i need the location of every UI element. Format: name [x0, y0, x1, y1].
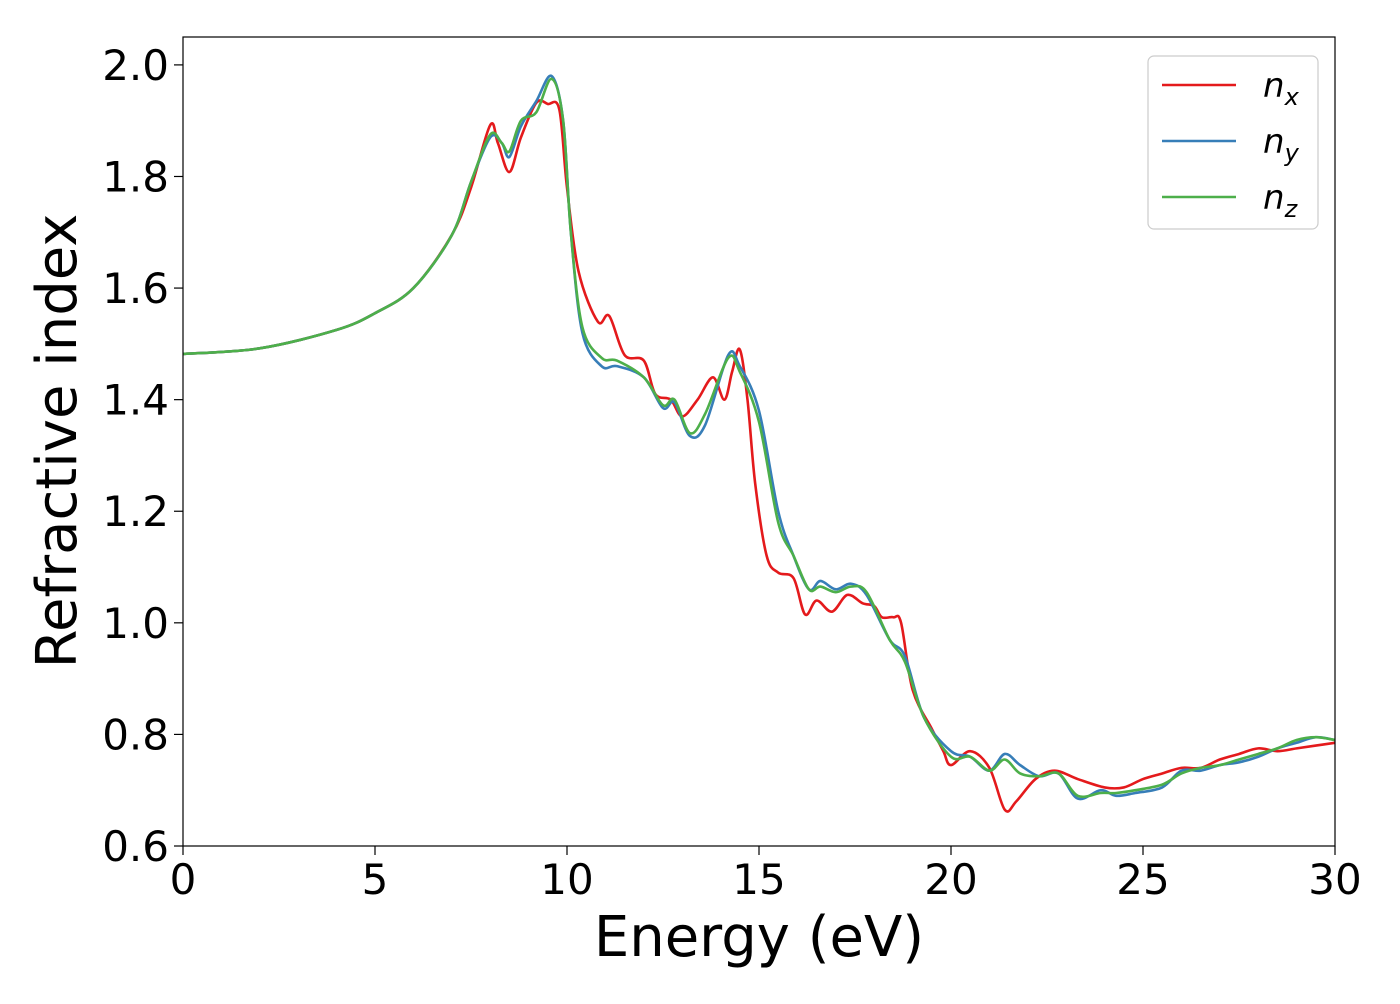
series-line-n-z [183, 77, 1335, 799]
x-tick-label: 10 [540, 855, 593, 904]
x-tick-label: 0 [170, 855, 197, 904]
y-tick-label: 0.8 [102, 710, 169, 759]
x-axis-label: Energy (eV) [594, 905, 924, 970]
y-axis-ticks: 0.6 0.8 1.0 1.2 1.4 1.6 1.8 2.0 [102, 41, 183, 871]
legend-label-z: nz [1263, 178, 1299, 223]
x-tick-label: 30 [1308, 855, 1361, 904]
series-line-n-x [183, 99, 1335, 813]
y-tick-label: 2.0 [102, 41, 169, 90]
y-tick-label: 1.6 [102, 264, 169, 313]
y-tick-label: 1.0 [102, 599, 169, 648]
legend: nx ny nz [1147, 55, 1319, 230]
x-tick-label: 25 [1116, 855, 1169, 904]
y-axis-label: Refractive index [25, 214, 90, 669]
legend-label-x: nx [1263, 66, 1300, 111]
legend-label-y: ny [1263, 122, 1300, 167]
x-tick-label: 20 [924, 855, 977, 904]
series-layer [183, 74, 1335, 813]
y-tick-label: 1.8 [102, 152, 169, 201]
legend-items: nx ny nz [1162, 66, 1300, 223]
y-tick-label: 1.2 [102, 487, 169, 536]
x-tick-label: 5 [362, 855, 389, 904]
y-tick-label: 1.4 [102, 376, 169, 425]
legend-box [1147, 55, 1319, 230]
y-tick-label: 0.6 [102, 822, 169, 871]
x-axis-ticks: 0 5 10 15 20 25 30 [170, 846, 1362, 904]
x-tick-label: 15 [732, 855, 785, 904]
